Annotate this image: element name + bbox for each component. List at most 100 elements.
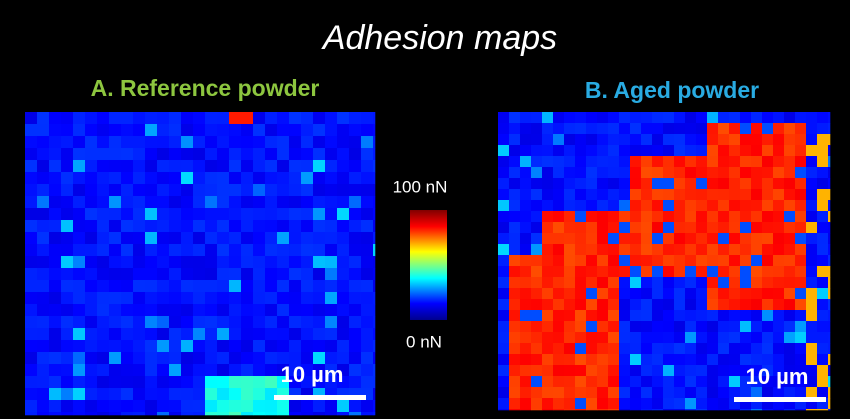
map-cell — [145, 172, 157, 184]
map-cell — [25, 244, 37, 256]
map-cell — [133, 256, 145, 268]
map-cell — [718, 222, 729, 233]
map-cell — [313, 280, 325, 292]
map-cell — [630, 343, 641, 354]
map-cell — [685, 365, 696, 376]
map-cell — [349, 148, 361, 160]
map-cell — [265, 328, 277, 340]
panel-label: A. Reference powder — [91, 75, 320, 101]
map-cell — [663, 409, 674, 410]
map-cell — [509, 156, 520, 167]
map-cell — [169, 232, 181, 244]
map-cell — [718, 409, 729, 410]
map-cell — [806, 266, 817, 277]
map-cell — [241, 124, 253, 136]
map-cell — [685, 112, 696, 123]
map-cell — [795, 112, 806, 123]
map-cell — [73, 184, 85, 196]
map-cell — [85, 412, 97, 415]
map-cell — [253, 124, 265, 136]
map-cell — [652, 123, 663, 134]
map-cell — [718, 332, 729, 343]
map-cell — [663, 376, 674, 387]
map-cell — [277, 148, 289, 160]
map-cell — [337, 208, 349, 220]
map-cell — [641, 343, 652, 354]
map-cell — [25, 172, 37, 184]
map-cell — [121, 376, 133, 388]
map-cell — [349, 400, 361, 412]
map-cell — [37, 208, 49, 220]
map-cell — [685, 288, 696, 299]
map-cell — [133, 400, 145, 412]
map-cell — [217, 352, 229, 364]
map-cell — [608, 310, 619, 321]
map-cell — [205, 256, 217, 268]
map-cell — [97, 124, 109, 136]
map-cell — [337, 184, 349, 196]
map-cell — [181, 220, 193, 232]
map-cell — [608, 266, 619, 277]
map-cell — [597, 145, 608, 156]
map-cell — [608, 123, 619, 134]
map-cell — [373, 208, 375, 220]
map-cell — [157, 412, 169, 415]
map-cell — [301, 148, 313, 160]
map-cell — [145, 268, 157, 280]
map-cell — [109, 304, 121, 316]
map-cell — [773, 266, 784, 277]
map-cell — [663, 244, 674, 255]
map-cell — [157, 256, 169, 268]
map-cell — [652, 376, 663, 387]
map-cell — [718, 255, 729, 266]
map-cell — [685, 277, 696, 288]
map-cell — [97, 280, 109, 292]
map-cell — [531, 354, 542, 365]
map-cell — [265, 352, 277, 364]
map-cell — [61, 280, 73, 292]
map-cell — [531, 123, 542, 134]
map-cell — [542, 398, 553, 409]
map-cell — [145, 328, 157, 340]
map-cell — [109, 328, 121, 340]
map-cell — [253, 340, 265, 352]
map-cell — [751, 189, 762, 200]
map-cell — [121, 172, 133, 184]
map-cell — [597, 310, 608, 321]
map-cell — [109, 400, 121, 412]
map-cell — [253, 184, 265, 196]
map-cell — [564, 299, 575, 310]
map-cell — [619, 288, 630, 299]
map-cell — [817, 112, 828, 123]
map-cell — [586, 233, 597, 244]
map-cell — [553, 343, 564, 354]
map-cell — [531, 134, 542, 145]
map-cell — [313, 196, 325, 208]
map-cell — [707, 244, 718, 255]
map-cell — [828, 134, 830, 145]
map-cell — [97, 340, 109, 352]
map-cell — [751, 277, 762, 288]
map-cell — [498, 255, 509, 266]
map-cell — [586, 189, 597, 200]
map-cell — [241, 304, 253, 316]
map-cell — [121, 340, 133, 352]
map-cell — [145, 376, 157, 388]
map-cell — [828, 123, 830, 134]
map-cell — [773, 288, 784, 299]
map-cell — [630, 178, 641, 189]
map-cell — [241, 364, 253, 376]
map-cell — [361, 316, 373, 328]
scale-bar — [734, 397, 826, 402]
map-cell — [685, 211, 696, 222]
map-cell — [707, 167, 718, 178]
map-cell — [61, 148, 73, 160]
map-cell — [707, 299, 718, 310]
map-cell — [85, 148, 97, 160]
map-cell — [608, 332, 619, 343]
map-cell — [361, 160, 373, 172]
map-cell — [729, 310, 740, 321]
map-cell — [205, 160, 217, 172]
map-cell — [498, 277, 509, 288]
map-cell — [696, 222, 707, 233]
